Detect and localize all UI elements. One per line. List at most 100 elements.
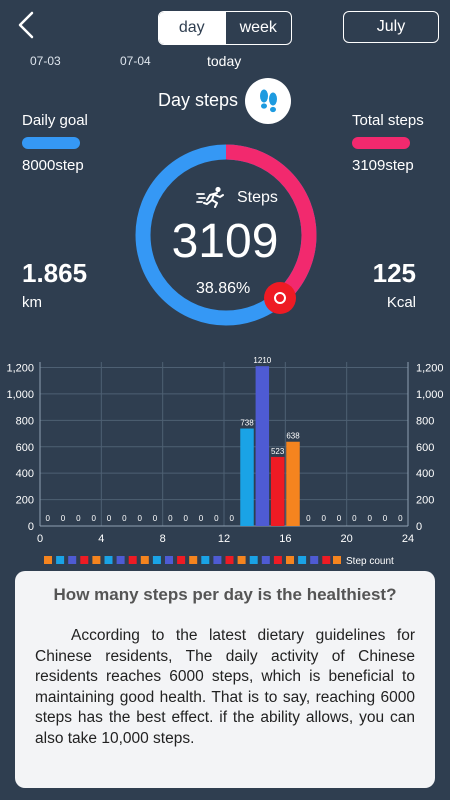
bar-value-label: 0 [107, 514, 112, 523]
y-tick-label-left: 200 [16, 495, 34, 507]
x-tick-label: 8 [160, 533, 166, 545]
bar-value-label: 0 [91, 514, 96, 523]
tab-day[interactable]: day [159, 12, 225, 44]
legend-swatch [273, 556, 282, 564]
daily-goal-value: 8000step [22, 157, 84, 174]
calories-value: 125 [372, 258, 416, 288]
bar-value-label: 1210 [253, 356, 271, 365]
steps-value: 3109 [171, 215, 279, 268]
y-tick-label-left: 600 [16, 442, 34, 454]
bar-value-label: 0 [183, 514, 188, 523]
bar-value-label: 0 [383, 514, 388, 523]
y-tick-label-left: 800 [16, 415, 34, 427]
steps-label: Steps [237, 189, 278, 206]
x-tick-label: 4 [98, 533, 104, 545]
footprints-button[interactable] [245, 78, 291, 124]
legend-swatch [322, 556, 331, 564]
legend-swatch [44, 556, 52, 564]
legend-swatch [92, 556, 101, 564]
footprints-icon [260, 89, 277, 113]
marker-ring-icon [274, 292, 286, 304]
calories-unit: Kcal [386, 294, 416, 311]
bar-value-label: 0 [122, 514, 127, 523]
bar-value-label: 0 [367, 514, 372, 523]
bar [270, 456, 285, 526]
y-tick-label-left: 1,200 [6, 363, 34, 375]
bar-value-label: 0 [153, 514, 158, 523]
bar-value-label: 0 [137, 514, 142, 523]
legend-swatch [152, 556, 161, 564]
x-tick-label: 16 [279, 533, 291, 545]
bar-value-label: 0 [76, 514, 81, 523]
y-tick-label-right: 200 [416, 495, 434, 507]
y-tick-label-right: 600 [416, 442, 434, 454]
back-button[interactable] [12, 10, 42, 40]
total-steps-swatch [352, 137, 410, 149]
bar-value-label: 638 [286, 432, 300, 441]
bar-value-label: 0 [61, 514, 66, 523]
x-tick-label: 20 [341, 533, 353, 545]
y-tick-label-left: 0 [28, 521, 34, 533]
legend-swatch [201, 556, 210, 564]
legend-swatch [298, 556, 307, 564]
y-tick-label-right: 400 [416, 468, 434, 480]
legend-swatch [310, 556, 319, 564]
bar-value-label: 0 [306, 514, 311, 523]
tab-week[interactable]: week [224, 12, 292, 44]
bar-value-label: 0 [352, 514, 357, 523]
date-item[interactable]: 07-03 [30, 54, 61, 68]
bar [286, 441, 300, 526]
legend-swatch [177, 556, 186, 564]
distance-value: 1.865 [22, 258, 88, 288]
progress-marker [264, 282, 296, 314]
legend-swatch [237, 556, 246, 564]
tip-title: How many steps per day is the healthiest… [53, 585, 397, 604]
legend-swatch [56, 556, 65, 564]
health-tip-card: How many steps per day is the healthiest… [15, 571, 435, 788]
bar-value-label: 523 [271, 447, 285, 456]
bar-value-label: 0 [337, 514, 342, 523]
section-title: Day steps [158, 90, 239, 110]
chevron-left-icon [18, 11, 34, 39]
legend-swatch [286, 556, 294, 564]
distance-unit: km [22, 294, 42, 311]
legend-swatch [213, 556, 222, 564]
y-tick-label-left: 400 [16, 468, 34, 480]
daily-goal-swatch [22, 137, 80, 149]
bar [240, 428, 254, 526]
bar-value-label: 0 [199, 514, 204, 523]
bar [255, 366, 270, 526]
running-icon [196, 186, 224, 208]
legend-swatch [128, 556, 137, 564]
y-tick-label-right: 800 [416, 415, 434, 427]
date-item[interactable]: 07-04 [120, 54, 151, 68]
x-tick-label: 24 [402, 533, 414, 545]
total-steps-label: Total steps [352, 112, 424, 129]
bar-value-label: 0 [214, 514, 219, 523]
legend-swatch [80, 556, 89, 564]
legend-swatch [333, 556, 341, 564]
progress-ring-fill [135, 144, 317, 326]
y-tick-label-right: 1,200 [416, 363, 444, 375]
legend-swatch [116, 556, 125, 564]
legend-swatch [140, 556, 149, 564]
date-item-today[interactable]: today [207, 53, 242, 69]
x-tick-label: 0 [37, 533, 43, 545]
legend-swatch [225, 556, 234, 564]
bar-value-label: 0 [321, 514, 326, 523]
percent-text: 38.86% [196, 280, 251, 297]
legend-swatch [189, 556, 198, 564]
legend-swatch [249, 556, 258, 564]
period-toggle: day week [158, 11, 292, 45]
x-tick-label: 12 [218, 533, 230, 545]
bar-value-label: 0 [45, 514, 50, 523]
progress-ring [135, 144, 317, 326]
total-steps-value: 3109step [352, 157, 414, 174]
bar-value-label: 738 [240, 419, 254, 428]
legend-swatch [165, 556, 173, 564]
legend-label: Step count [346, 556, 394, 567]
tip-body: According to the latest dietary guidelin… [35, 627, 415, 747]
daily-goal-label: Daily goal [22, 112, 88, 129]
month-button[interactable]: July [343, 11, 439, 43]
